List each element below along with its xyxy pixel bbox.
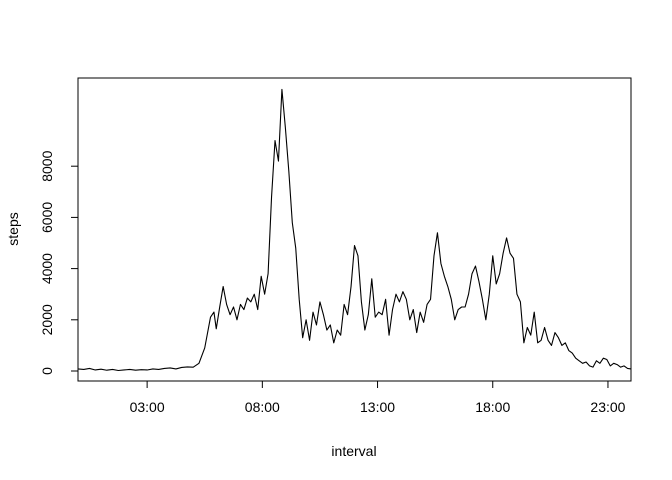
y-axis: 0 2000 4000 6000 8000 <box>39 150 79 375</box>
x-axis: 03:00 08:00 13:00 18:00 23:00 <box>130 380 626 415</box>
series-line <box>77 88 632 372</box>
x-axis-label: interval <box>331 443 376 459</box>
x-tick-label: 23:00 <box>590 399 625 415</box>
y-tick-label: 2000 <box>39 304 55 335</box>
y-tick-label: 0 <box>39 367 55 375</box>
y-tick-label: 6000 <box>39 202 55 233</box>
x-tick-label: 08:00 <box>245 399 280 415</box>
plot-frame <box>77 77 632 382</box>
y-tick-label: 8000 <box>39 150 55 181</box>
x-tick-label: 13:00 <box>360 399 395 415</box>
y-tick-label: 4000 <box>39 253 55 284</box>
x-tick-label: 18:00 <box>475 399 510 415</box>
x-tick-label: 03:00 <box>130 399 165 415</box>
y-axis-label: steps <box>5 212 21 245</box>
